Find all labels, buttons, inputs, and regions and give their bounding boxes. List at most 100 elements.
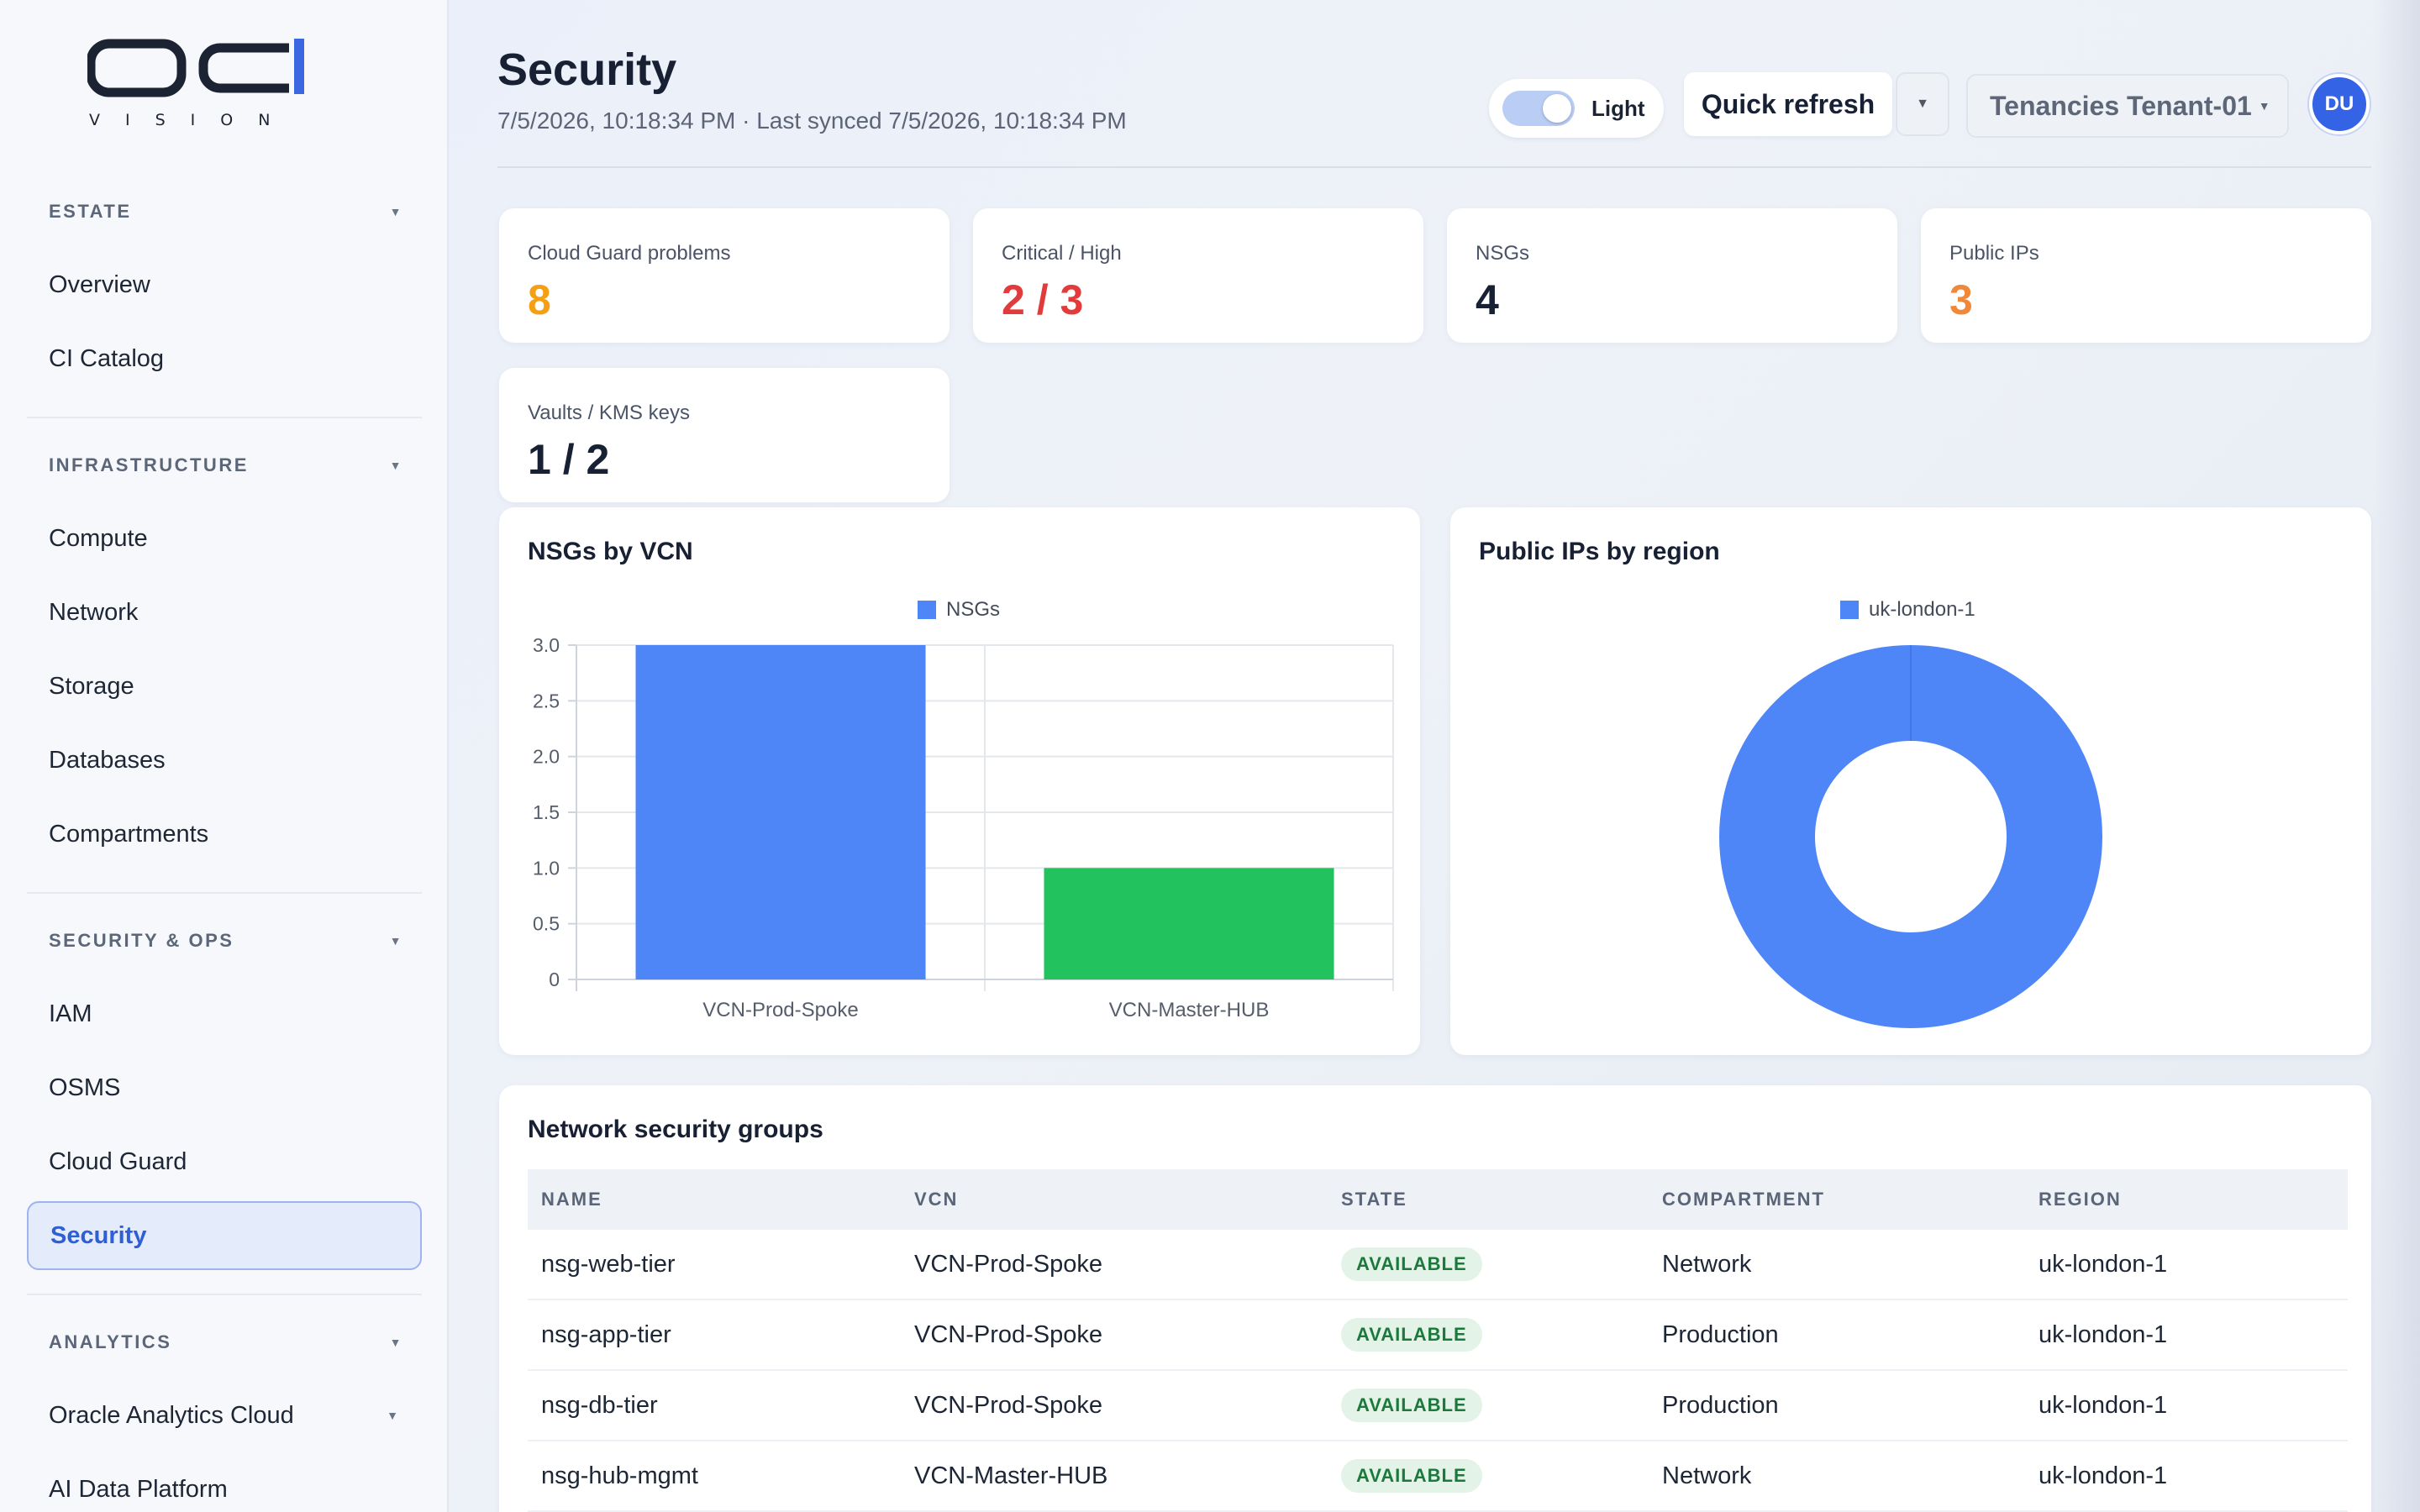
- column-header-state[interactable]: STATE: [1341, 1189, 1407, 1210]
- column-header-vcn[interactable]: VCN: [914, 1189, 959, 1210]
- sidebar-item-ai-data-platform[interactable]: AI Data Platform: [27, 1455, 422, 1512]
- table-row[interactable]: nsg-web-tier VCN-Prod-Spoke AVAILABLE Ne…: [528, 1230, 2348, 1300]
- table-header: NAME VCN STATE COMPARTMENT REGION: [528, 1169, 2348, 1230]
- logo-subtitle: VISION: [89, 111, 296, 129]
- y-tick-label: 2.0: [533, 746, 560, 768]
- sidebar-item-label: Cloud Guard: [49, 1147, 187, 1175]
- toggle-switch[interactable]: [1502, 91, 1575, 126]
- status-badge: AVAILABLE: [1341, 1247, 1482, 1281]
- sidebar-item-iam[interactable]: IAM: [27, 979, 422, 1048]
- legend-label: uk-london-1: [1869, 598, 1975, 621]
- stat-label: Vaults / KMS keys: [528, 402, 690, 424]
- cell-name: nsg-web-tier: [541, 1250, 676, 1278]
- section-label: SECURITY & OPS: [49, 930, 234, 951]
- table-row[interactable]: nsg-db-tier VCN-Prod-Spoke AVAILABLE Pro…: [528, 1371, 2348, 1441]
- legend-label: NSGs: [946, 598, 1001, 621]
- chevron-down-icon: ▼: [389, 205, 403, 218]
- cell-vcn: VCN-Prod-Spoke: [914, 1250, 1103, 1278]
- sidebar-item-network[interactable]: Network: [27, 578, 422, 647]
- y-tick-label: 2.5: [533, 690, 560, 711]
- theme-toggle[interactable]: Light: [1489, 79, 1664, 138]
- legend-swatch: [1840, 601, 1859, 619]
- section-infrastructure[interactable]: INFRASTRUCTURE ▼: [49, 449, 402, 482]
- section-estate[interactable]: ESTATE ▼: [49, 195, 402, 228]
- stat-value: 3: [1949, 276, 1973, 323]
- stat-value: 1 / 2: [528, 436, 610, 483]
- cell-vcn: VCN-Master-HUB: [914, 1462, 1108, 1489]
- divider: [27, 892, 422, 894]
- sidebar-item-databases[interactable]: Databases: [27, 726, 422, 795]
- column-header-name[interactable]: NAME: [541, 1189, 602, 1210]
- public-ips-by-region-panel: Public IPs by region uk-london-1: [1450, 507, 2371, 1055]
- refresh-options-button[interactable]: ▼: [1896, 72, 1949, 136]
- chart-legend[interactable]: uk-london-1: [1840, 598, 1975, 622]
- sync-status-text: 7/5/2026, 10:18:34 PM · Last synced 7/5/…: [497, 108, 1127, 134]
- cell-region: uk-london-1: [2039, 1250, 2168, 1278]
- oci-vision-logo[interactable]: VISION: [87, 37, 308, 138]
- sidebar-item-security[interactable]: Security: [27, 1201, 422, 1270]
- header-divider: [497, 166, 2371, 168]
- sidebar-item-cloud-guard[interactable]: Cloud Guard: [27, 1127, 422, 1196]
- y-tick-label: 3.0: [533, 634, 560, 656]
- sidebar-item-overview[interactable]: Overview: [27, 250, 422, 319]
- column-header-region[interactable]: REGION: [2039, 1189, 2122, 1210]
- sidebar-item-ci-catalog[interactable]: CI Catalog: [27, 324, 422, 393]
- panel-title: Public IPs by region: [1479, 538, 1720, 565]
- stat-label: Critical / High: [1002, 242, 1122, 265]
- cell-state: AVAILABLE: [1328, 1389, 1649, 1422]
- column-header-compartment[interactable]: COMPARTMENT: [1662, 1189, 1825, 1210]
- stat-card-nsgs: NSGs 4: [1447, 208, 1897, 343]
- divider: [27, 417, 422, 418]
- stat-value: 8: [528, 276, 551, 323]
- tenancy-label: Tenancies Tenant-01: [1990, 90, 2252, 121]
- bar-vcn-master-hub: [1044, 868, 1334, 979]
- sidebar-item-label: Compute: [49, 524, 148, 552]
- nsgs-bar-chart: 0 0.5 1.0 1.5 2.0 2.5 3.0 VCN-Prod-Spoke VCN-Mas…: [533, 634, 1394, 1021]
- page-title: Security: [497, 45, 677, 95]
- sidebar-item-compute[interactable]: Compute: [27, 504, 422, 573]
- network-security-groups-panel: Network security groups NAME VCN STATE C…: [499, 1085, 2371, 1512]
- avatar[interactable]: DU: [2309, 74, 2370, 134]
- cell-compartment: Network: [1662, 1462, 1752, 1489]
- sidebar-item-label: Security: [50, 1221, 147, 1249]
- toggle-knob: [1543, 94, 1571, 123]
- cell-state: AVAILABLE: [1328, 1318, 1649, 1352]
- sidebar-item-oracle-analytics-cloud[interactable]: Oracle Analytics Cloud ▼: [27, 1381, 422, 1450]
- sidebar-item-label: Oracle Analytics Cloud: [49, 1401, 294, 1429]
- divider: [27, 1294, 422, 1295]
- sidebar-item-label: Overview: [49, 270, 150, 298]
- stat-value: 4: [1476, 276, 1499, 323]
- cell-state: AVAILABLE: [1328, 1247, 1649, 1281]
- tenancy-select[interactable]: Tenancies Tenant-01 ▼: [1966, 74, 2289, 138]
- cell-vcn: VCN-Prod-Spoke: [914, 1320, 1103, 1348]
- sidebar-item-compartments[interactable]: Compartments: [27, 800, 422, 869]
- sidebar-item-storage[interactable]: Storage: [27, 652, 422, 721]
- chart-legend[interactable]: NSGs: [918, 598, 1000, 622]
- panel-title: NSGs by VCN: [528, 538, 693, 565]
- sidebar-item-osms[interactable]: OSMS: [27, 1053, 422, 1122]
- status-badge: AVAILABLE: [1341, 1318, 1482, 1352]
- table-row[interactable]: nsg-hub-mgmt VCN-Master-HUB AVAILABLE Ne…: [528, 1441, 2348, 1512]
- chevron-down-icon: ▼: [389, 459, 403, 472]
- cell-region: uk-london-1: [2039, 1462, 2168, 1489]
- chevron-down-icon: ▼: [387, 1409, 398, 1422]
- sidebar-item-label: Databases: [49, 746, 166, 774]
- sidebar-item-label: OSMS: [49, 1074, 121, 1101]
- section-analytics[interactable]: ANALYTICS ▼: [49, 1326, 402, 1359]
- sidebar-item-label: Network: [49, 598, 139, 626]
- chevron-down-icon: ▼: [389, 1336, 403, 1349]
- cell-compartment: Production: [1662, 1391, 1779, 1419]
- cell-name: nsg-hub-mgmt: [541, 1462, 698, 1489]
- quick-refresh-button[interactable]: Quick refresh: [1684, 72, 1892, 136]
- stat-label: Public IPs: [1949, 242, 2039, 265]
- sidebar-item-label: CI Catalog: [49, 344, 165, 372]
- stat-card-vaults-kms: Vaults / KMS keys 1 / 2: [499, 368, 950, 502]
- section-security-ops[interactable]: SECURITY & OPS ▼: [49, 924, 402, 958]
- bar-vcn-prod-spoke: [635, 645, 926, 979]
- cell-name: nsg-app-tier: [541, 1320, 671, 1348]
- cell-region: uk-london-1: [2039, 1320, 2168, 1348]
- table-row[interactable]: nsg-app-tier VCN-Prod-Spoke AVAILABLE Pr…: [528, 1300, 2348, 1371]
- legend-swatch: [918, 601, 936, 619]
- panel-title: Network security groups: [528, 1116, 823, 1143]
- stat-card-cloud-guard: Cloud Guard problems 8: [499, 208, 950, 343]
